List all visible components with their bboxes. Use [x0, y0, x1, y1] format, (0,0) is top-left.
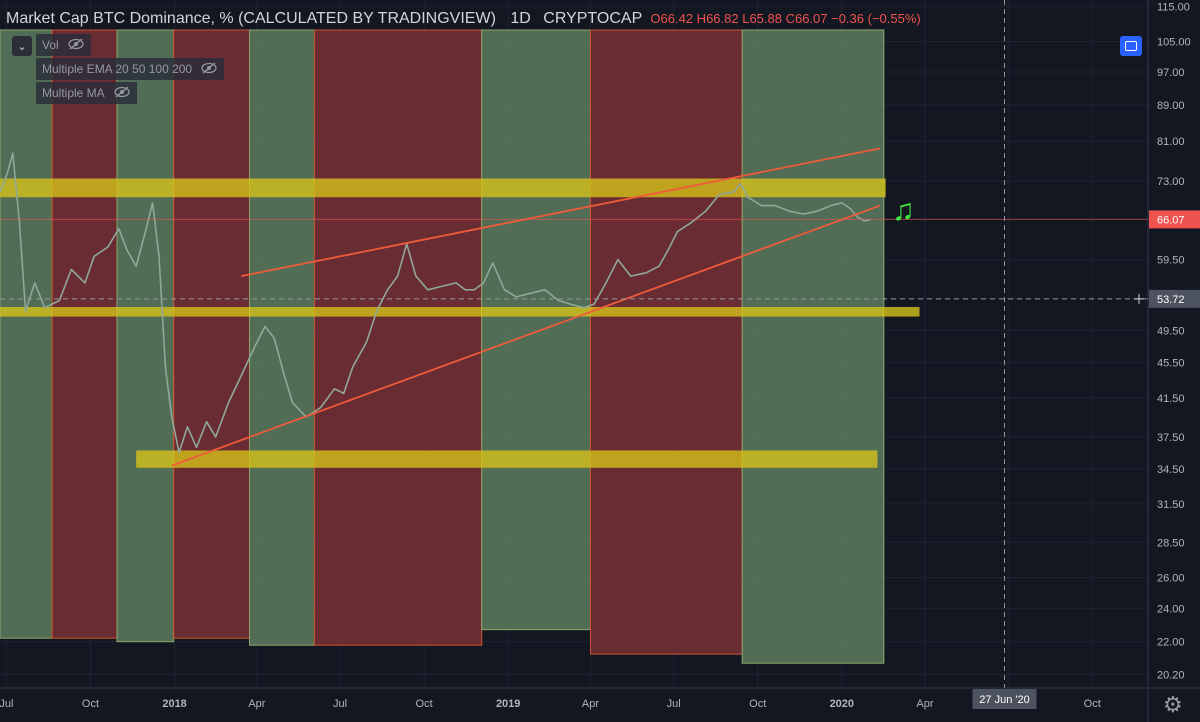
chevron-down-icon: ⌄	[17, 40, 27, 53]
eye-off-icon[interactable]	[200, 62, 218, 77]
time-tick-label: 2019	[496, 698, 520, 710]
collapse-legend-button[interactable]: ⌄	[12, 36, 32, 56]
price-tick-label: 24.00	[1157, 603, 1185, 615]
time-tick-label: 2018	[162, 698, 186, 710]
price-tick-label: 37.50	[1157, 432, 1185, 444]
exchange-label: CRYPTOCAP	[543, 10, 642, 27]
price-tick-label: 26.00	[1157, 573, 1185, 585]
music-note-icon: ♫	[892, 194, 915, 227]
red-zone	[173, 29, 251, 639]
indicator-multiple-ema[interactable]: Multiple EMA 20 50 100 200	[36, 58, 225, 80]
ohlc-values: O66.42 H66.82 L65.88 C66.07 −0.36 (−0.55…	[650, 11, 921, 26]
time-tick-label: Apr	[248, 698, 265, 710]
price-tick-label: 22.00	[1157, 637, 1185, 649]
support-resistance-band	[0, 306, 920, 317]
price-tick-label: 41.50	[1157, 393, 1185, 405]
red-zone	[51, 29, 118, 639]
eye-off-icon[interactable]	[113, 86, 131, 101]
red-zone	[313, 29, 483, 646]
crosshair-date-badge	[972, 689, 1037, 709]
interval-label[interactable]: 1D	[510, 10, 531, 27]
horizontal-bands	[0, 178, 920, 468]
price-tick-label: 49.50	[1157, 325, 1185, 337]
green-zone	[0, 29, 53, 639]
fullscreen-button[interactable]	[1120, 36, 1142, 56]
price-tick-label: 28.50	[1157, 537, 1185, 549]
price-tick-label: 115.00	[1157, 2, 1190, 14]
price-line	[0, 152, 872, 454]
indicator-multiple-ma[interactable]: Multiple MA	[36, 82, 137, 104]
price-tick-label: 89.00	[1157, 100, 1185, 112]
price-tick-label: 105.00	[1157, 37, 1191, 49]
time-tick-label: Apr	[916, 698, 933, 710]
time-tick-label: 2020	[830, 698, 854, 710]
crosshair-price-badge	[1149, 289, 1200, 308]
trendlines	[0, 147, 1148, 467]
eye-off-icon[interactable]	[67, 38, 85, 53]
crosshair-price-label: 53.72	[1157, 294, 1185, 306]
gear-icon[interactable]: ⚙	[1163, 692, 1183, 717]
price-tick-label: 81.00	[1157, 136, 1185, 148]
green-zone	[481, 29, 591, 631]
price-axis[interactable]: 115.00 105.00 97.00 89.00 81.00 73.00 59.50 49.…	[1149, 2, 1200, 682]
price-tick-label: 59.50	[1157, 255, 1185, 267]
price-tick-label: 97.00	[1157, 67, 1185, 79]
price-series	[0, 152, 872, 454]
symbol-title[interactable]: Market Cap BTC Dominance, % (CALCULATED …	[6, 10, 496, 27]
trendline	[241, 147, 881, 278]
time-tick-label: Oct	[749, 698, 766, 710]
price-tick-label: 20.20	[1157, 669, 1185, 681]
time-tick-label: Jul	[667, 698, 681, 710]
price-tick-label: 45.50	[1157, 358, 1185, 370]
time-zones	[0, 29, 885, 664]
fullscreen-icon	[1125, 41, 1137, 51]
current-price-label: 66.07	[1157, 214, 1185, 226]
green-zone	[741, 29, 885, 664]
price-tick-label: 73.00	[1157, 176, 1185, 188]
time-tick-label: Oct	[1084, 698, 1101, 710]
time-axis[interactable]: JulOct2018AprJulOct2019AprJulOct2020AprJ…	[0, 689, 1101, 710]
indicator-label: Vol	[42, 38, 59, 52]
support-resistance-band	[136, 450, 878, 468]
green-zone	[249, 29, 315, 646]
time-tick-label: Oct	[82, 698, 99, 710]
time-tick-label: Apr	[582, 698, 599, 710]
crosshair-date-label: 27 Jun '20	[979, 694, 1029, 706]
time-tick-label: Jul	[0, 698, 13, 710]
price-tick-label: 34.50	[1157, 464, 1185, 476]
current-price-badge	[1149, 210, 1200, 229]
time-tick-label: Jul	[333, 698, 347, 710]
green-zone	[116, 29, 175, 643]
indicator-label: Multiple MA	[42, 86, 105, 100]
time-tick-label: Oct	[416, 698, 433, 710]
support-resistance-band	[0, 178, 886, 198]
indicator-label: Multiple EMA 20 50 100 200	[42, 62, 193, 76]
red-zone	[589, 29, 743, 655]
crosshair	[0, 0, 1148, 688]
trendline	[171, 204, 881, 467]
chart-header: Market Cap BTC Dominance, % (CALCULATED …	[6, 10, 921, 28]
price-tick-label: 31.50	[1157, 499, 1185, 511]
indicator-vol[interactable]: Vol	[36, 34, 91, 56]
